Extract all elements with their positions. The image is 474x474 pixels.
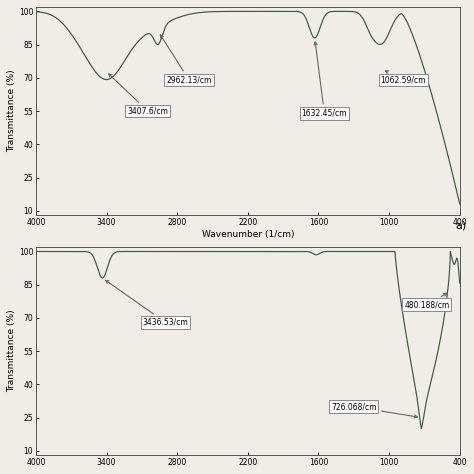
Text: 726.068/cm: 726.068/cm — [331, 402, 418, 418]
Text: a): a) — [456, 220, 467, 230]
Y-axis label: Transmittance (%): Transmittance (%) — [7, 70, 16, 152]
Y-axis label: Transmittance (%): Transmittance (%) — [7, 310, 16, 392]
X-axis label: Wavenumber (1/cm): Wavenumber (1/cm) — [201, 230, 294, 239]
Text: 3436.53/cm: 3436.53/cm — [106, 281, 188, 327]
Text: 1632.45/cm: 1632.45/cm — [301, 42, 347, 118]
Text: 3407.6/cm: 3407.6/cm — [109, 74, 168, 116]
Text: 2962.13/cm: 2962.13/cm — [160, 35, 212, 84]
Text: 480.188/cm: 480.188/cm — [404, 293, 449, 309]
Text: 1062.59/cm: 1062.59/cm — [381, 71, 426, 84]
